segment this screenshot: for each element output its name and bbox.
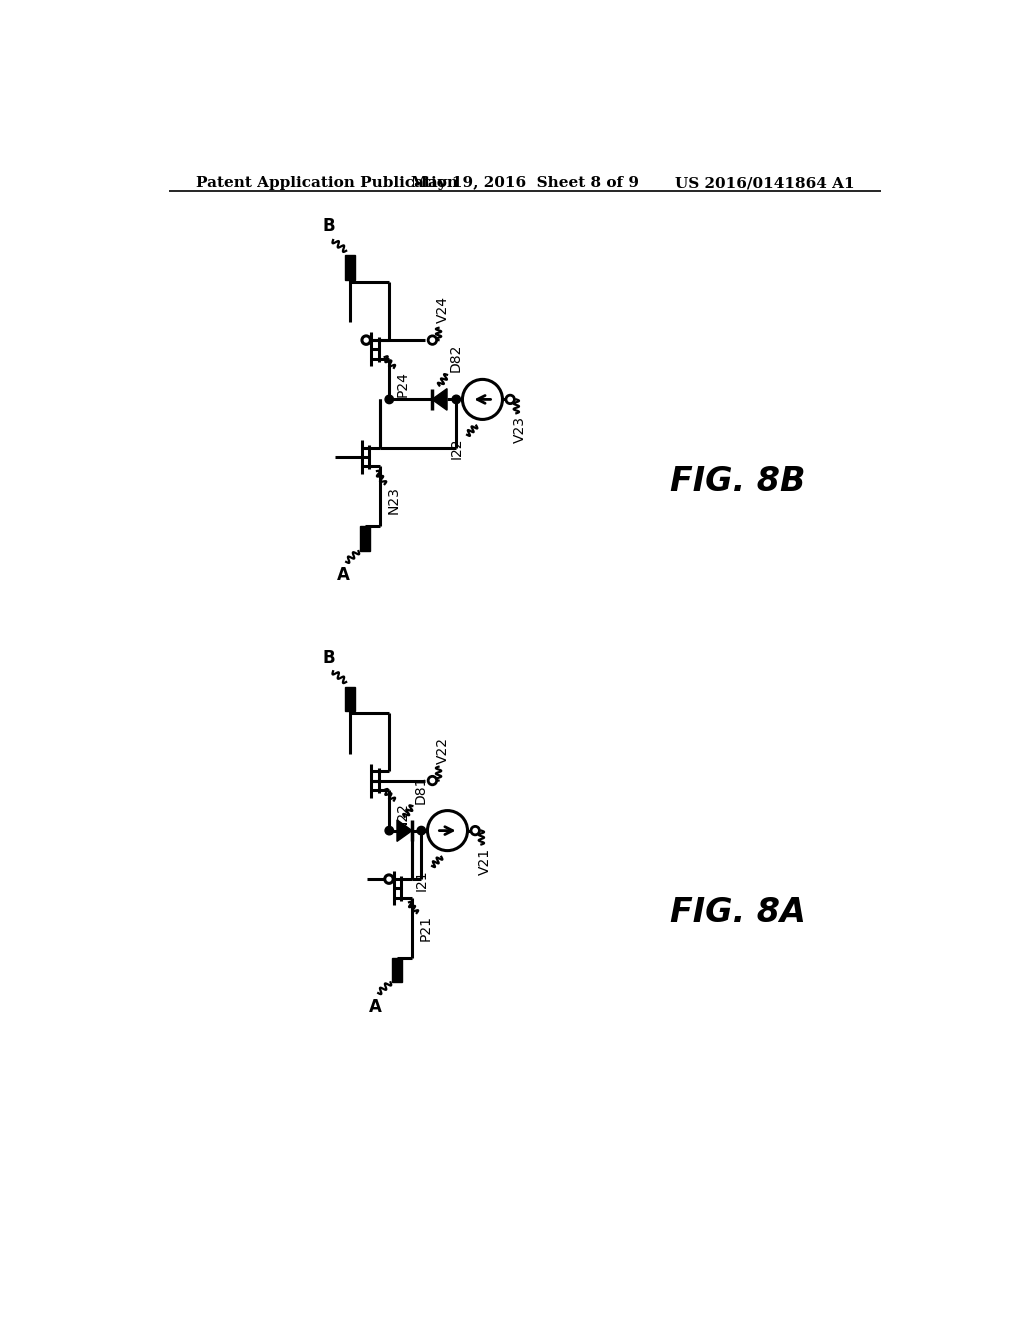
Text: D82: D82: [449, 345, 463, 372]
Text: Patent Application Publication: Patent Application Publication: [196, 176, 458, 190]
Circle shape: [506, 395, 514, 404]
Text: May 19, 2016  Sheet 8 of 9: May 19, 2016 Sheet 8 of 9: [411, 176, 639, 190]
Text: D81: D81: [414, 775, 428, 804]
Text: P24: P24: [395, 371, 410, 397]
Bar: [391, 958, 401, 982]
Text: V22: V22: [435, 737, 450, 763]
Circle shape: [428, 776, 436, 785]
Polygon shape: [432, 388, 447, 411]
Circle shape: [385, 395, 393, 404]
Polygon shape: [397, 820, 412, 841]
Circle shape: [452, 395, 461, 404]
Text: N23: N23: [386, 487, 400, 515]
Text: I22: I22: [450, 438, 464, 459]
Text: V21: V21: [478, 847, 493, 875]
Circle shape: [427, 810, 468, 850]
Text: N22: N22: [395, 803, 410, 830]
Text: FIG. 8A: FIG. 8A: [670, 896, 806, 929]
Text: B: B: [323, 218, 336, 235]
Circle shape: [463, 379, 503, 420]
Circle shape: [385, 875, 393, 883]
Circle shape: [417, 826, 426, 834]
Bar: [345, 256, 355, 280]
Text: I21: I21: [415, 869, 429, 891]
Text: B: B: [323, 648, 336, 667]
Circle shape: [471, 826, 479, 834]
Text: US 2016/0141864 A1: US 2016/0141864 A1: [675, 176, 854, 190]
Text: FIG. 8B: FIG. 8B: [670, 466, 805, 499]
Circle shape: [361, 335, 371, 345]
Text: V23: V23: [513, 416, 527, 444]
Bar: [359, 527, 370, 552]
Text: A: A: [369, 998, 382, 1015]
Circle shape: [385, 826, 393, 834]
Circle shape: [428, 335, 436, 345]
Text: V24: V24: [435, 296, 450, 323]
Bar: [345, 686, 355, 711]
Text: P21: P21: [418, 915, 432, 941]
Text: A: A: [337, 566, 349, 585]
